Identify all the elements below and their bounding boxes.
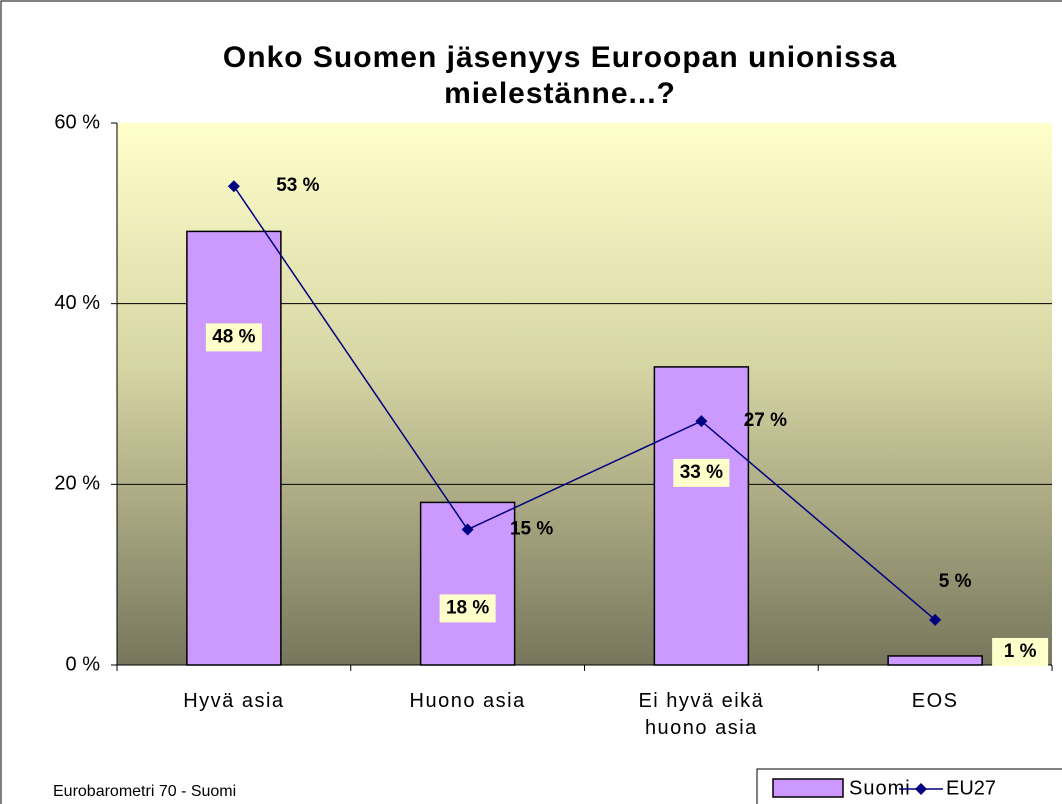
legend-marker bbox=[915, 783, 927, 795]
marker bbox=[929, 613, 942, 626]
source: Eurobarometri 70 - Suomi bbox=[53, 783, 236, 800]
bar bbox=[186, 230, 282, 666]
value-label-bg bbox=[205, 323, 262, 352]
legend-swatch bbox=[772, 778, 844, 798]
value-label: 18 % bbox=[446, 597, 489, 618]
value-label: 53 % bbox=[276, 175, 319, 196]
chart-title: Onko Suomen jäsenyys Euroopan unionissa … bbox=[222, 41, 898, 110]
bar bbox=[887, 655, 983, 666]
value-label: 5 % bbox=[939, 571, 972, 592]
value-label-bg bbox=[439, 594, 496, 623]
y-tick-label: 0 % bbox=[66, 653, 101, 675]
marker bbox=[695, 415, 708, 428]
value-label: 33 % bbox=[680, 462, 723, 483]
value-label: 1 % bbox=[1004, 641, 1037, 662]
value-label-bg bbox=[673, 458, 730, 487]
x-tick-label: Ei hyvä eikä huono asia bbox=[638, 690, 765, 739]
y-tick-label: 40 % bbox=[54, 292, 100, 314]
marker bbox=[461, 523, 474, 536]
line bbox=[233, 185, 936, 621]
y-tick-label: 20 % bbox=[54, 473, 100, 495]
legend-label: EU27 bbox=[946, 777, 996, 799]
legend-label: Suomi bbox=[849, 777, 911, 799]
value-label-bg bbox=[992, 637, 1049, 666]
x-tick-label: Hyvä asia bbox=[183, 690, 285, 712]
y-tick-label: 60 % bbox=[54, 111, 100, 133]
bar bbox=[653, 366, 750, 666]
marker bbox=[227, 180, 240, 193]
value-label: 48 % bbox=[212, 326, 255, 347]
x-tick-label: Huono asia bbox=[409, 690, 526, 712]
x-tick-label: EOS bbox=[911, 690, 959, 712]
value-label: 27 % bbox=[744, 410, 787, 431]
value-label: 15 % bbox=[510, 519, 553, 540]
